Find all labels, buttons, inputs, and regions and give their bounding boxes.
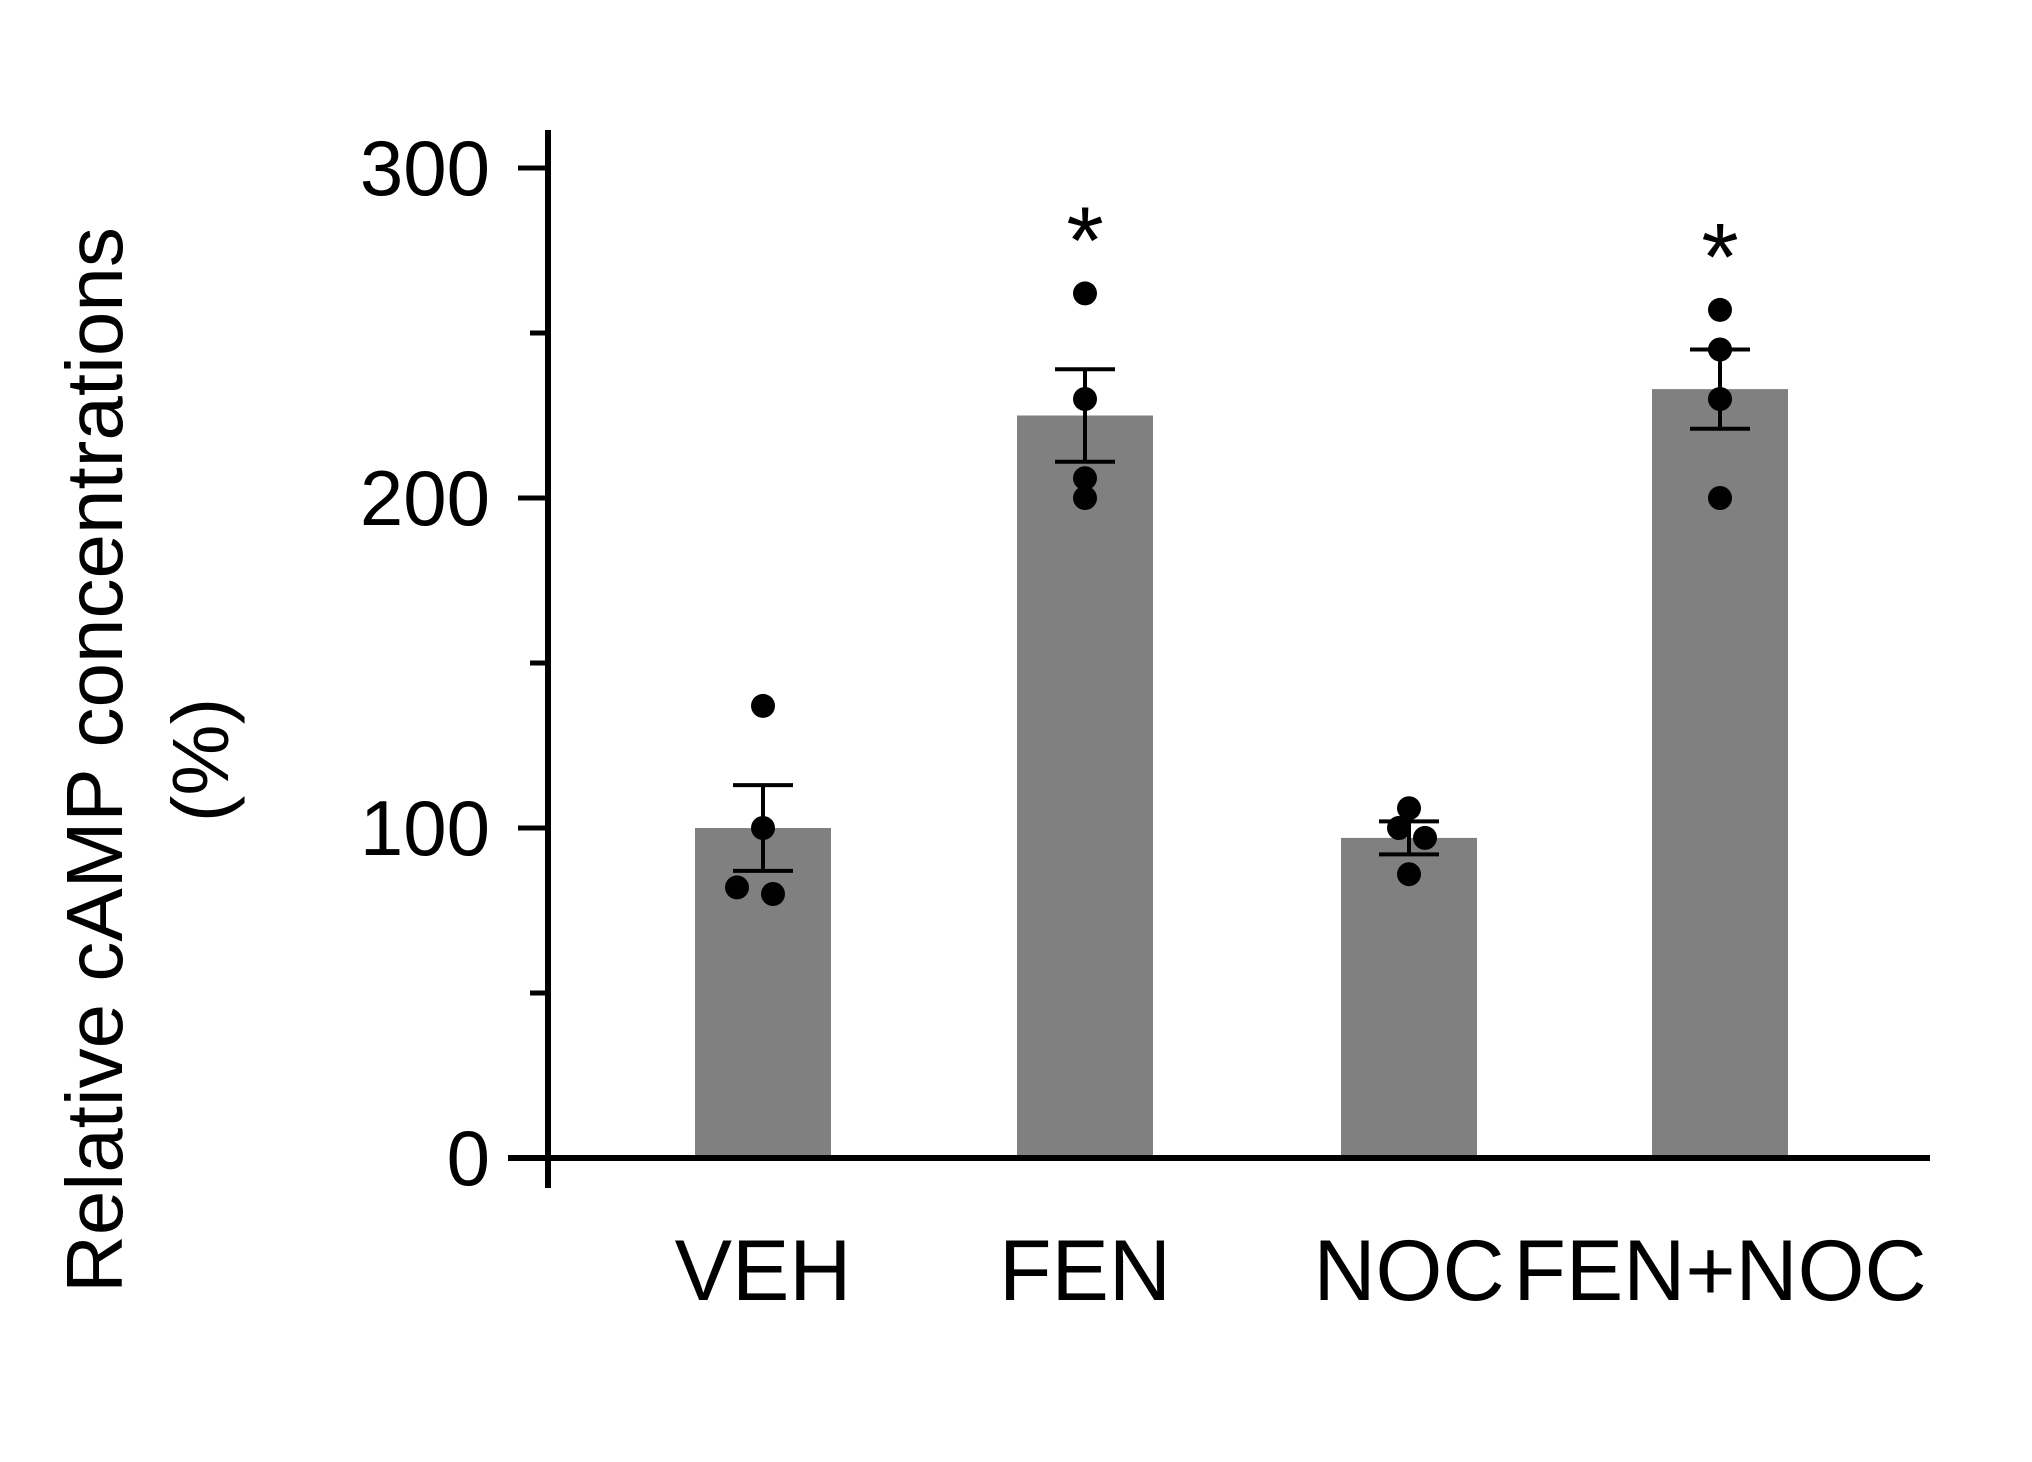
- data-point: [761, 882, 785, 906]
- data-point: [1397, 796, 1421, 821]
- significance-layer: * *: [1066, 187, 1738, 311]
- y-tick-label: 300: [360, 124, 490, 212]
- data-point: [1073, 466, 1097, 491]
- bar-fen: [1017, 415, 1153, 1158]
- x-tick-label: FEN+NOC: [1513, 1223, 1926, 1319]
- axes-layer: [508, 130, 1930, 1188]
- y-axis-title-line-1: Relative cAMP concentrations: [50, 227, 139, 1293]
- data-points-layer: [725, 281, 1732, 906]
- y-tick-label: 0: [447, 1114, 490, 1202]
- significance-asterisk: *: [1701, 204, 1738, 311]
- bar-fen-plus-noc: [1652, 389, 1788, 1159]
- bar-noc: [1341, 837, 1477, 1158]
- error-bars-layer: [733, 347, 1750, 873]
- bar-veh: [695, 828, 831, 1158]
- bars-layer: [695, 389, 1788, 1159]
- y-axis-title-line-2: (%): [156, 698, 245, 822]
- data-point: [1397, 862, 1421, 887]
- y-ticks-layer: 0 100 200 300: [360, 124, 548, 1202]
- x-tick-labels-layer: VEH FEN NOC FEN+NOC: [675, 1223, 1927, 1319]
- significance-asterisk: *: [1066, 187, 1103, 294]
- data-point: [1708, 337, 1732, 362]
- data-point: [1708, 297, 1732, 322]
- y-tick-label: 200: [360, 454, 490, 542]
- x-tick-label: FEN: [999, 1223, 1171, 1319]
- y-tick-label: 100: [360, 784, 490, 872]
- data-point: [1387, 816, 1411, 840]
- x-tick-label: NOC: [1313, 1223, 1504, 1319]
- data-point: [1073, 387, 1097, 411]
- data-point: [1708, 486, 1732, 510]
- x-tick-label: VEH: [675, 1223, 852, 1319]
- data-point: [1073, 486, 1097, 510]
- y-axis-title: Relative cAMP concentrations (%): [50, 227, 245, 1293]
- data-point: [751, 693, 775, 718]
- data-point: [1413, 825, 1437, 850]
- data-point: [1073, 281, 1097, 306]
- data-point: [725, 875, 749, 900]
- data-point: [1708, 387, 1732, 411]
- data-point: [751, 816, 775, 840]
